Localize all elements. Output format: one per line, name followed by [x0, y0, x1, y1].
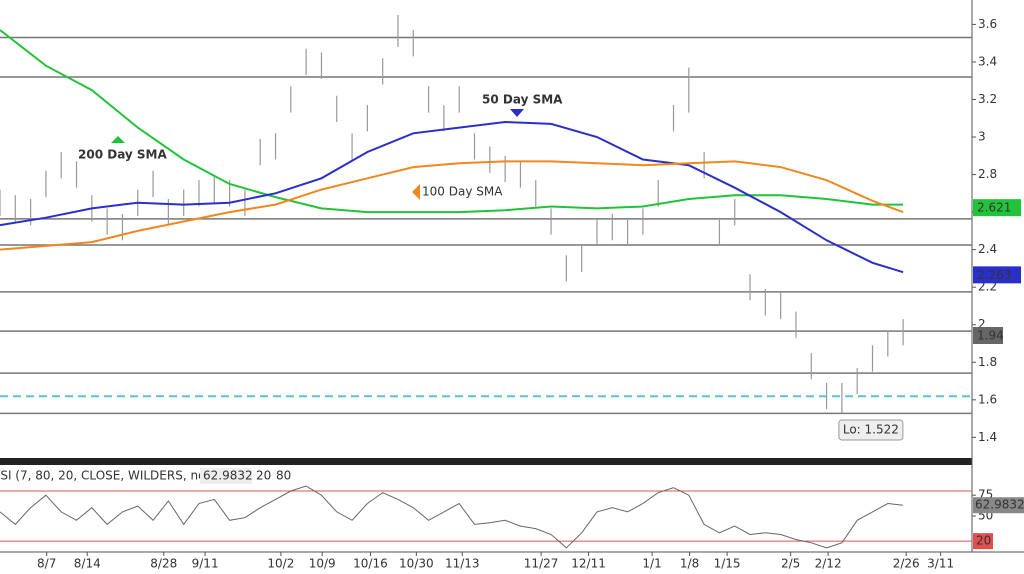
marker — [412, 184, 420, 200]
x-tick-label: 10/30 — [399, 557, 434, 571]
x-tick-label: 8/7 — [37, 557, 56, 571]
sma-line — [0, 29, 904, 214]
sma-annotation: 200 Day SMA — [78, 148, 168, 162]
y-tick-label: 3.4 — [978, 54, 997, 68]
y-tick-label: 2 — [978, 317, 986, 331]
y-tick-label: 1.4 — [978, 430, 997, 444]
low-annotation: Lo: 1.522 — [843, 422, 899, 436]
x-tick-label: 8/14 — [74, 557, 101, 571]
x-tick-label: 9/11 — [192, 557, 219, 571]
panel-divider — [0, 458, 972, 465]
last-value-box — [973, 199, 1021, 217]
y-tick-label: 1.8 — [978, 355, 997, 369]
x-tick-label: 8/28 — [150, 557, 177, 571]
rsi-level-label: 20 — [256, 469, 271, 483]
x-tick-label: 3/11 — [927, 557, 954, 571]
rsi-last-box — [200, 468, 252, 484]
rsi-last-box — [973, 497, 1024, 514]
last-price-label: 1.94 — [977, 328, 1004, 342]
x-tick-label: 10/2 — [267, 557, 294, 571]
sma-line — [0, 120, 904, 274]
x-tick-label: 10/16 — [353, 557, 388, 571]
sma-annotation: 50 Day SMA — [482, 93, 563, 107]
rsi-last-header: 62.9832 — [203, 469, 253, 483]
rsi-last-label: 62.9832 — [975, 498, 1024, 512]
low-box — [838, 419, 904, 441]
x-tick-label: 1/1 — [642, 557, 661, 571]
x-tick-label: 12/11 — [571, 557, 606, 571]
rsi-level-tag: 20 — [976, 534, 991, 548]
marker — [111, 136, 125, 143]
x-tick-label: 11/27 — [524, 557, 559, 571]
last-value-box — [973, 266, 1021, 284]
x-tick-label: 2/5 — [781, 557, 800, 571]
y-tick-label: 3.6 — [978, 17, 997, 31]
y-tick-label: 3 — [978, 130, 986, 144]
last-value-label: 2.621 — [977, 201, 1011, 215]
x-tick-label: 1/8 — [680, 557, 699, 571]
x-tick-label: 2/12 — [815, 557, 842, 571]
x-tick-label: 1/15 — [714, 557, 741, 571]
sma-annotation: 100 Day SMA — [422, 185, 503, 199]
y-tick-label: 1.6 — [978, 392, 997, 406]
y-tick-label: 3.2 — [978, 92, 997, 106]
rsi-line — [0, 485, 904, 549]
rsi-title: RSI (7, 80, 20, CLOSE, WILDERS, no) — [0, 469, 210, 483]
y-tick-label: 2.8 — [978, 167, 997, 181]
x-tick-label: 10/9 — [309, 557, 336, 571]
sma-line — [0, 160, 904, 251]
x-tick-label: 11/13 — [445, 557, 480, 571]
rsi-level-box — [973, 533, 993, 550]
last-price-box — [973, 326, 1003, 344]
y-tick-label: 2.4 — [978, 242, 997, 256]
x-tick-label: 2/26 — [893, 557, 920, 571]
last-value-label: 2.263 — [977, 268, 1011, 282]
rsi-level-label: 80 — [276, 469, 291, 483]
marker — [510, 109, 524, 117]
